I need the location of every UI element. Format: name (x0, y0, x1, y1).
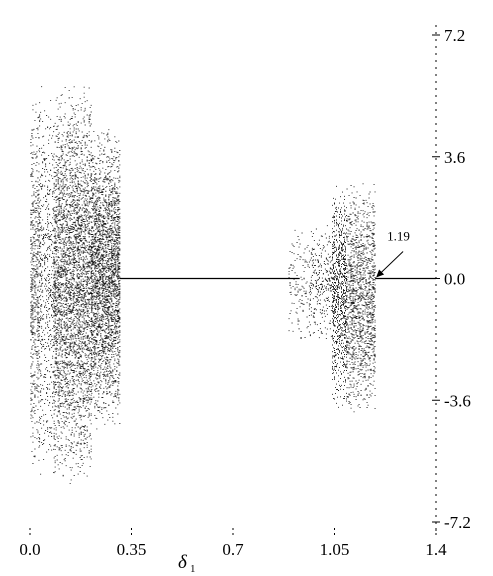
annotations: 1.19 (376, 229, 410, 278)
x-tick-label: 0.7 (222, 540, 244, 559)
x-tick-label: 0.35 (117, 540, 147, 559)
scatter-region-5 (288, 229, 309, 339)
x-axis-label: δ (178, 552, 188, 573)
scatter-region-0 (30, 103, 40, 464)
x-tick-label: 0.0 (19, 540, 40, 559)
x-axis-label-subscript: 1 (190, 563, 196, 575)
x-tick-label: 1.05 (320, 540, 350, 559)
y-tick-label: 0.0 (444, 270, 465, 289)
scatter-region-6 (308, 225, 332, 339)
y-tick-label: 7.2 (444, 26, 465, 45)
y-tick-label: 3.6 (444, 148, 465, 167)
x-tick-labels: 0.0 0.35 0.7 1.05 1.4 (19, 528, 447, 559)
scatter-region-3 (91, 129, 121, 430)
y-tick-label: -3.6 (444, 391, 471, 410)
x-tick-label: 1.4 (425, 540, 447, 559)
scatter-region-8 (346, 183, 376, 413)
y-tick-label: -7.2 (444, 513, 471, 532)
scatter-region-1 (39, 86, 55, 475)
data-points (30, 86, 376, 485)
scatter-region-2 (53, 86, 92, 485)
annotation-label: 1.19 (387, 229, 410, 244)
scatter-region-7 (332, 185, 347, 408)
annotation-arrow-head (376, 269, 385, 278)
annotation-arrow-line (377, 251, 404, 276)
y-tick-labels: 7.2 3.6 0.0 -3.6 -7.2 (432, 26, 471, 532)
